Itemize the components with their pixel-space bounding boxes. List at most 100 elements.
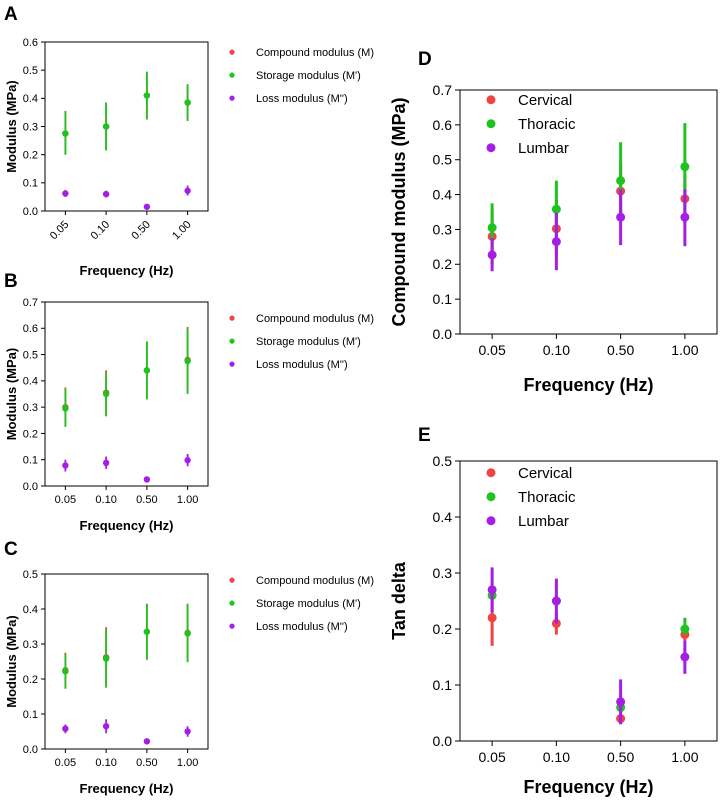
data-point bbox=[62, 462, 69, 469]
legend-marker bbox=[229, 361, 235, 367]
legend-label: Compound modulus (M) bbox=[256, 313, 374, 325]
data-point bbox=[680, 624, 690, 634]
plot-frame bbox=[44, 301, 209, 487]
legend-marker bbox=[486, 143, 496, 153]
x-tick-label: 0.50 bbox=[129, 219, 153, 243]
x-tick-label: 0.10 bbox=[543, 749, 570, 765]
data-point bbox=[616, 176, 626, 186]
plot-frame bbox=[44, 41, 209, 212]
y-axis-title: Modulus (MPa) bbox=[4, 348, 19, 440]
legend-marker bbox=[229, 600, 235, 606]
y-tick-label: 0.1 bbox=[23, 709, 38, 721]
y-tick-label: 0.3 bbox=[23, 402, 38, 414]
data-point bbox=[102, 459, 110, 467]
data-point bbox=[680, 652, 690, 662]
y-tick-label: 0.4 bbox=[433, 186, 453, 202]
y-tick-label: 0.3 bbox=[433, 565, 453, 581]
x-tick-label: 0.05 bbox=[55, 494, 76, 506]
legend-label: Lumbar bbox=[518, 513, 569, 530]
y-tick-label: 0.6 bbox=[23, 37, 38, 49]
y-tick-label: 0.0 bbox=[23, 481, 38, 493]
y-tick-label: 0.6 bbox=[23, 323, 38, 335]
y-axis-title: Tan delta bbox=[389, 561, 409, 640]
y-tick-label: 0.4 bbox=[433, 509, 453, 525]
legend-marker bbox=[229, 338, 235, 344]
data-point bbox=[184, 357, 191, 365]
x-tick-label: 1.00 bbox=[170, 219, 194, 243]
y-axis-title: Modulus (MPa) bbox=[4, 615, 19, 707]
data-point bbox=[102, 655, 110, 662]
legend-marker bbox=[229, 315, 235, 321]
panel-letter: A bbox=[4, 4, 18, 25]
x-tick-label: 1.00 bbox=[671, 342, 698, 358]
x-tick-label: 0.50 bbox=[607, 342, 634, 358]
x-axis-title: Frequency (Hz) bbox=[523, 777, 653, 797]
data-point bbox=[62, 130, 69, 137]
data-point bbox=[62, 405, 69, 412]
data-point bbox=[487, 613, 497, 623]
legend-label: Thoracic bbox=[518, 116, 576, 133]
data-point bbox=[102, 123, 110, 130]
data-point bbox=[616, 697, 626, 707]
legend-marker bbox=[229, 577, 235, 583]
legend-marker bbox=[229, 49, 235, 55]
x-axis-title: Frequency (Hz) bbox=[80, 518, 174, 533]
x-tick-label: 0.10 bbox=[89, 219, 113, 243]
x-axis-title: Frequency (Hz) bbox=[523, 375, 653, 395]
y-tick-label: 0.2 bbox=[433, 621, 453, 637]
y-tick-label: 0.6 bbox=[433, 117, 453, 133]
x-tick-label: 0.05 bbox=[48, 219, 72, 243]
y-tick-label: 0.0 bbox=[433, 326, 453, 342]
legend-label: Storage modulus (M') bbox=[256, 336, 361, 348]
y-tick-label: 0.5 bbox=[433, 453, 453, 469]
data-point bbox=[143, 92, 151, 99]
y-tick-label: 0.5 bbox=[23, 349, 38, 361]
chart-panel-a: A 0.0 0.1 0.2 0.3 0.4 0.5 0.6 0.05 0.10 0.50 1.00 Fr… bbox=[4, 4, 374, 278]
legend-marker bbox=[486, 468, 496, 478]
y-tick-label: 0.0 bbox=[23, 206, 38, 218]
y-tick-label: 0.1 bbox=[433, 677, 453, 693]
x-tick-label: 0.10 bbox=[95, 757, 116, 769]
data-point bbox=[184, 728, 191, 735]
legend-marker bbox=[486, 492, 496, 502]
chart-panel-b: B 0.0 0.1 0.2 0.3 0.4 0.5 0.6 0.7 0.05 0.10 0.50 1.0… bbox=[4, 271, 374, 533]
legend-marker bbox=[486, 516, 496, 526]
x-tick-label: 0.05 bbox=[479, 342, 506, 358]
y-tick-label: 0.2 bbox=[23, 428, 38, 440]
legend-label: Storage modulus (M') bbox=[256, 598, 361, 610]
legend-label: Thoracic bbox=[518, 489, 576, 506]
y-tick-label: 0.5 bbox=[433, 152, 453, 168]
data-point bbox=[184, 630, 191, 637]
y-tick-label: 0.7 bbox=[433, 82, 453, 98]
data-point bbox=[680, 212, 690, 222]
x-tick-label: 0.05 bbox=[479, 749, 506, 765]
x-tick-label: 0.10 bbox=[543, 342, 570, 358]
x-tick-label: 1.00 bbox=[177, 494, 198, 506]
y-tick-label: 0.3 bbox=[23, 121, 38, 133]
legend-marker bbox=[486, 95, 496, 105]
y-tick-label: 0.0 bbox=[433, 733, 453, 749]
x-tick-label: 1.00 bbox=[671, 749, 698, 765]
x-axis-title: Frequency (Hz) bbox=[80, 263, 174, 278]
data-point bbox=[143, 476, 151, 483]
x-tick-label: 0.50 bbox=[136, 757, 157, 769]
plot-frame bbox=[459, 460, 718, 742]
y-tick-label: 0.3 bbox=[23, 639, 38, 651]
data-point bbox=[184, 187, 191, 194]
x-tick-label: 0.50 bbox=[136, 494, 157, 506]
data-point bbox=[143, 367, 151, 374]
y-tick-label: 0.1 bbox=[433, 291, 453, 307]
y-tick-label: 0.2 bbox=[23, 674, 38, 686]
panel-letter: C bbox=[4, 539, 18, 560]
y-tick-label: 0.7 bbox=[23, 297, 38, 309]
data-point bbox=[616, 212, 626, 222]
y-tick-label: 0.2 bbox=[433, 256, 453, 272]
legend-label: Loss modulus (M'') bbox=[256, 621, 348, 633]
data-point bbox=[143, 203, 151, 210]
legend-label: Cervical bbox=[518, 92, 572, 109]
data-point bbox=[551, 237, 561, 247]
y-tick-label: 0.0 bbox=[23, 744, 38, 756]
y-axis-title: Modulus (MPa) bbox=[4, 80, 19, 172]
data-point bbox=[184, 99, 191, 106]
legend-marker bbox=[486, 119, 496, 129]
